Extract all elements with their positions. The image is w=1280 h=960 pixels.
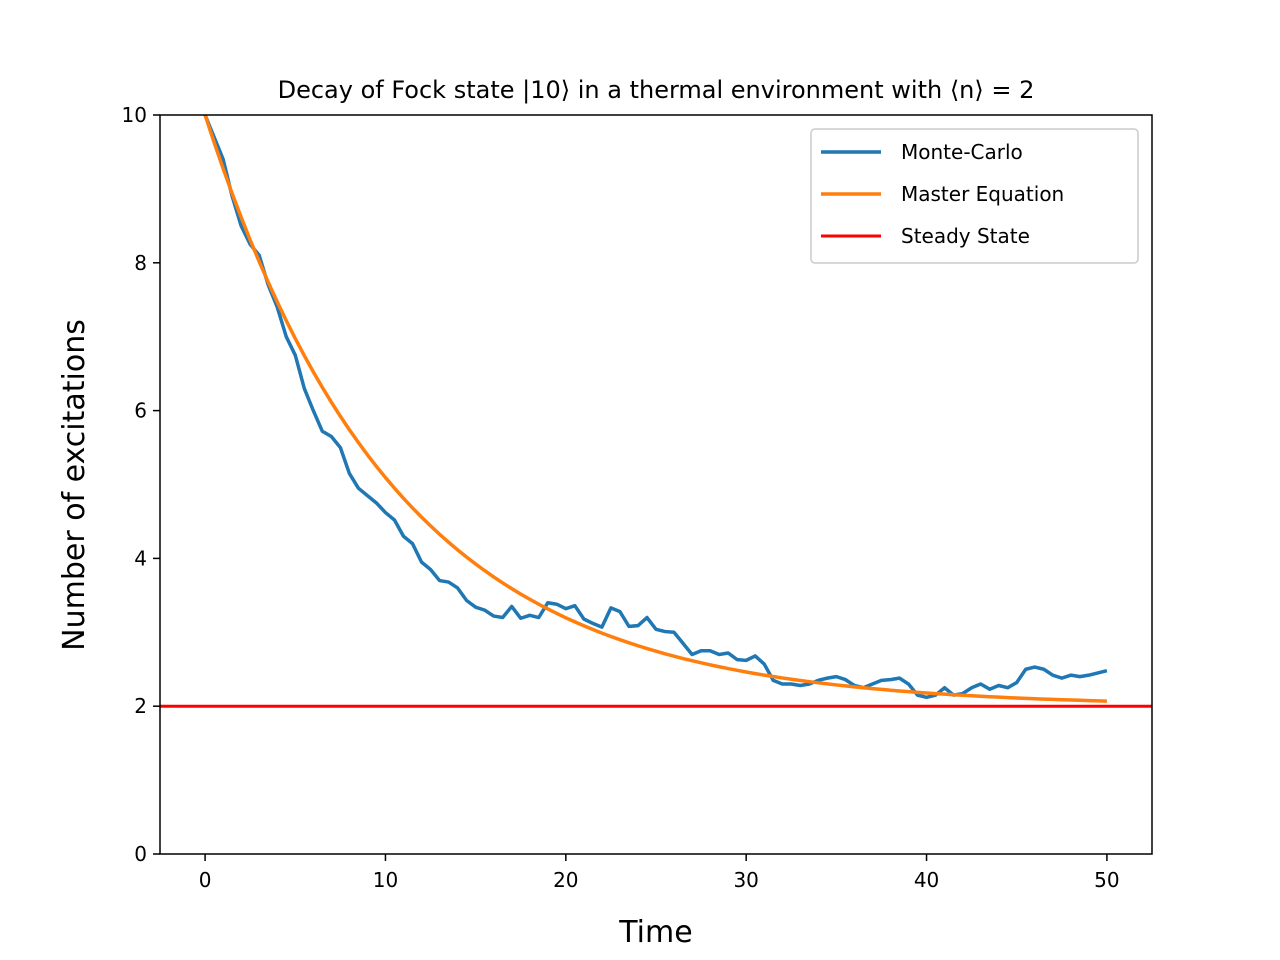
plot-lines — [160, 115, 1152, 708]
y-tick-label: 6 — [134, 399, 147, 423]
chart-title: Decay of Fock state |10⟩ in a thermal en… — [278, 76, 1035, 104]
x-tick-label: 10 — [373, 868, 398, 892]
y-tick-label: 8 — [134, 251, 147, 275]
axes-frame — [159, 114, 1153, 855]
y-axis-ticks: 0 2 4 6 8 10 — [122, 103, 160, 866]
legend-label-master-equation: Master Equation — [901, 182, 1064, 206]
legend-label-steady-state: Steady State — [901, 224, 1030, 248]
x-tick-label: 20 — [553, 868, 578, 892]
x-tick-label: 30 — [733, 868, 758, 892]
x-axis-ticks: 0 10 20 30 40 50 — [199, 854, 1120, 892]
x-tick-label: 50 — [1094, 868, 1119, 892]
y-tick-label: 4 — [134, 546, 147, 570]
y-tick-label: 0 — [134, 842, 147, 866]
legend: Monte-Carlo Master Equation Steady State — [810, 128, 1139, 264]
y-tick-label: 2 — [134, 694, 147, 718]
x-tick-label: 0 — [199, 868, 212, 892]
y-axis-label: Number of excitations — [57, 319, 92, 651]
y-tick-label: 10 — [122, 103, 147, 127]
legend-box — [810, 128, 1139, 264]
series-line-master-equation — [203, 115, 1107, 703]
x-tick-label: 40 — [914, 868, 939, 892]
legend-label-monte-carlo: Monte-Carlo — [901, 140, 1023, 164]
x-axis-label: Time — [618, 915, 692, 950]
